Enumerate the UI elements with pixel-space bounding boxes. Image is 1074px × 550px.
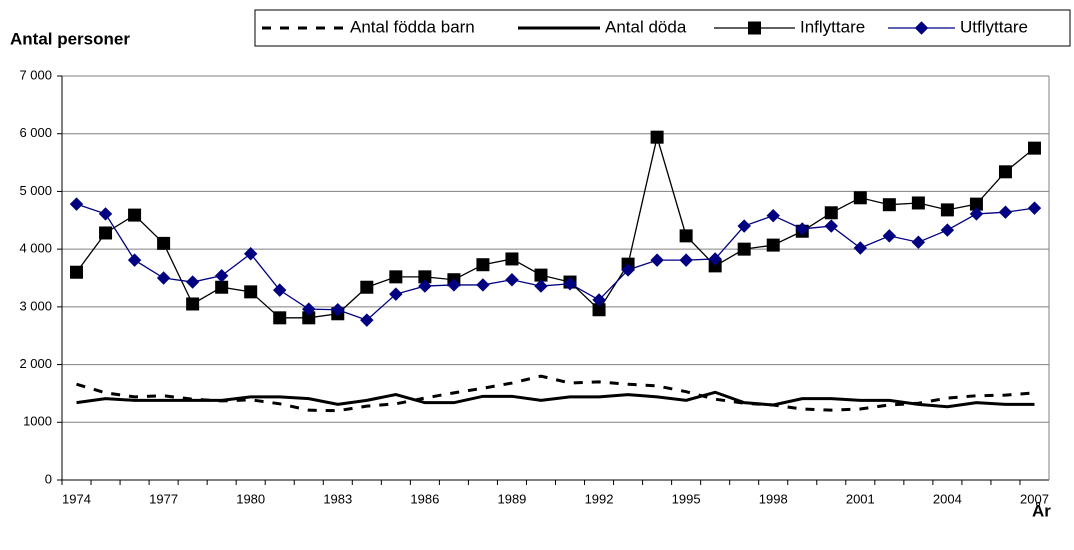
marker [853,191,867,205]
marker [679,229,693,243]
marker [708,252,722,266]
marker [331,303,345,317]
marker [302,302,316,316]
marker [650,130,664,144]
marker [795,222,809,236]
marker [911,196,925,210]
y-tick-label: 5 000 [19,183,52,198]
y-tick-label: 3 000 [19,298,52,313]
y-axis-title: Antal personer [10,29,130,48]
marker [244,285,258,299]
marker [127,253,142,267]
marker [273,283,287,297]
marker [737,242,751,256]
marker [360,313,374,327]
y-tick-label: 2 000 [19,356,52,371]
x-tick-label: 1989 [497,491,526,506]
marker [914,21,929,35]
marker [824,206,838,220]
marker [563,277,577,291]
marker [389,270,403,284]
marker [824,219,838,233]
x-tick-label: 1974 [62,491,91,506]
marker [447,278,461,292]
marker [534,279,548,293]
legend-label: Antal döda [605,17,687,36]
marker [998,205,1013,219]
y-tick-label: 7 000 [19,67,52,82]
x-tick-label: 2004 [933,491,962,506]
y-tick-label: 6 000 [19,125,52,140]
marker [737,219,751,233]
marker [273,311,287,325]
x-tick-label: 2001 [846,491,875,506]
marker [1027,141,1041,155]
marker [215,280,229,294]
marker [157,236,171,250]
marker [534,268,548,282]
marker [505,273,519,287]
series-line [76,374,1035,413]
marker [679,253,693,267]
marker [156,271,171,285]
marker [882,198,896,212]
marker [969,207,984,221]
series-line [76,390,1035,409]
marker [940,203,954,217]
marker [476,258,490,272]
legend-label: Utflyttare [960,17,1028,36]
x-tick-label: 1995 [672,491,701,506]
marker [98,207,113,221]
marker [650,253,664,267]
marker [128,208,142,222]
x-tick-label: 1980 [236,491,265,506]
x-axis-title: År [1032,501,1051,520]
series-line [76,203,1035,321]
marker [748,21,761,35]
marker [69,197,84,211]
marker [505,252,519,266]
legend-label: Antal födda barn [350,17,475,36]
marker [418,279,432,293]
x-tick-label: 1977 [149,491,178,506]
x-tick-label: 1998 [759,491,788,506]
marker [389,287,403,301]
x-tick-label: 1986 [410,491,439,506]
marker [476,278,490,292]
y-tick-label: 1000 [23,414,52,429]
marker [1027,201,1042,215]
marker [186,297,200,311]
marker [766,238,780,252]
marker [243,247,258,261]
y-tick-label: 4 000 [19,241,52,256]
marker [214,268,229,283]
marker [911,235,926,249]
marker [360,280,374,294]
marker [882,229,897,243]
marker [70,265,84,279]
marker [621,263,635,277]
x-tick-label: 1992 [585,491,614,506]
legend-label: Inflyttare [800,17,865,36]
series-line [75,134,1035,319]
x-tick-label: 1983 [323,491,352,506]
marker [998,165,1012,179]
x-tick-label: 2007 [1020,491,1049,506]
marker [853,241,868,255]
marker [592,293,606,307]
marker [99,226,113,240]
marker [185,275,200,289]
marker [766,208,780,223]
y-tick-label: 0 [45,471,52,486]
marker [940,223,955,237]
